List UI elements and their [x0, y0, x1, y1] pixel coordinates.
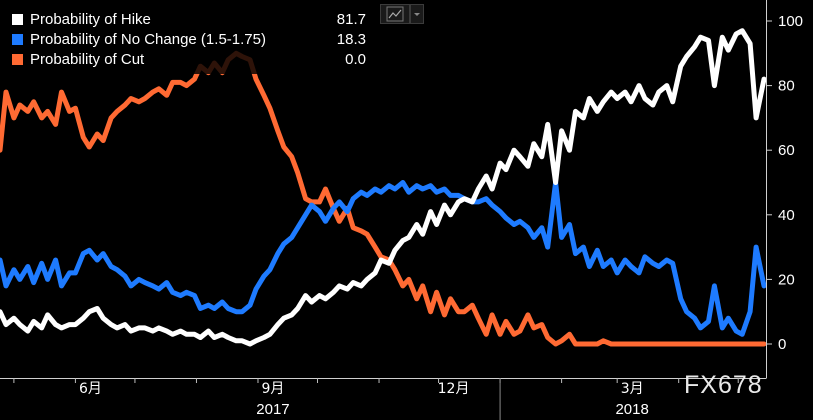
legend-swatch-cut: [12, 54, 23, 65]
legend-label-hike: Probability of Hike: [30, 11, 151, 28]
x-year-label-0: 2017: [256, 401, 289, 418]
x-tick-label-0: 6月: [79, 381, 102, 397]
watermark: FX678: [684, 371, 763, 399]
legend-value-cut: 0.0: [345, 51, 366, 68]
y-tick-label-0: 0: [778, 336, 786, 353]
x-year-label-1: 2018: [615, 401, 648, 418]
legend-value-no-change: 18.3: [336, 31, 366, 48]
x-tick-label-3: 3月: [621, 381, 644, 397]
chart-options-dropdown[interactable]: [410, 4, 424, 24]
legend-label-cut: Probability of Cut: [30, 51, 145, 68]
legend-swatch-hike: [12, 14, 23, 25]
series-layer: [0, 28, 766, 347]
y-tick-label-20: 20: [778, 271, 795, 288]
line-chart-icon: [386, 6, 404, 22]
legend-swatch-no-change: [12, 34, 23, 45]
legend-item-cut: Probability of Cut 0.0: [8, 50, 370, 70]
series-line-1: [0, 180, 766, 337]
x-tick-label-1: 9月: [262, 381, 285, 397]
series-line-0: [0, 28, 766, 347]
y-tick-label-100: 100: [778, 13, 803, 30]
x-tick-label-2: 12月: [438, 381, 470, 397]
legend-value-hike: 81.7: [336, 11, 366, 28]
legend-label-no-change: Probability of No Change (1.5-1.75): [30, 31, 266, 48]
series-line-2: [0, 50, 766, 347]
y-tick-label-60: 60: [778, 142, 795, 159]
y-tick-label-40: 40: [778, 207, 795, 224]
legend-item-no-change: Probability of No Change (1.5-1.75) 18.3: [8, 30, 370, 50]
y-tick-label-80: 80: [778, 78, 795, 95]
chart-type-button[interactable]: [380, 4, 410, 24]
legend-item-hike: Probability of Hike 81.7: [8, 10, 370, 30]
chevron-down-icon: [414, 13, 420, 16]
legend: Probability of Hike 81.7 Probability of …: [4, 6, 374, 74]
